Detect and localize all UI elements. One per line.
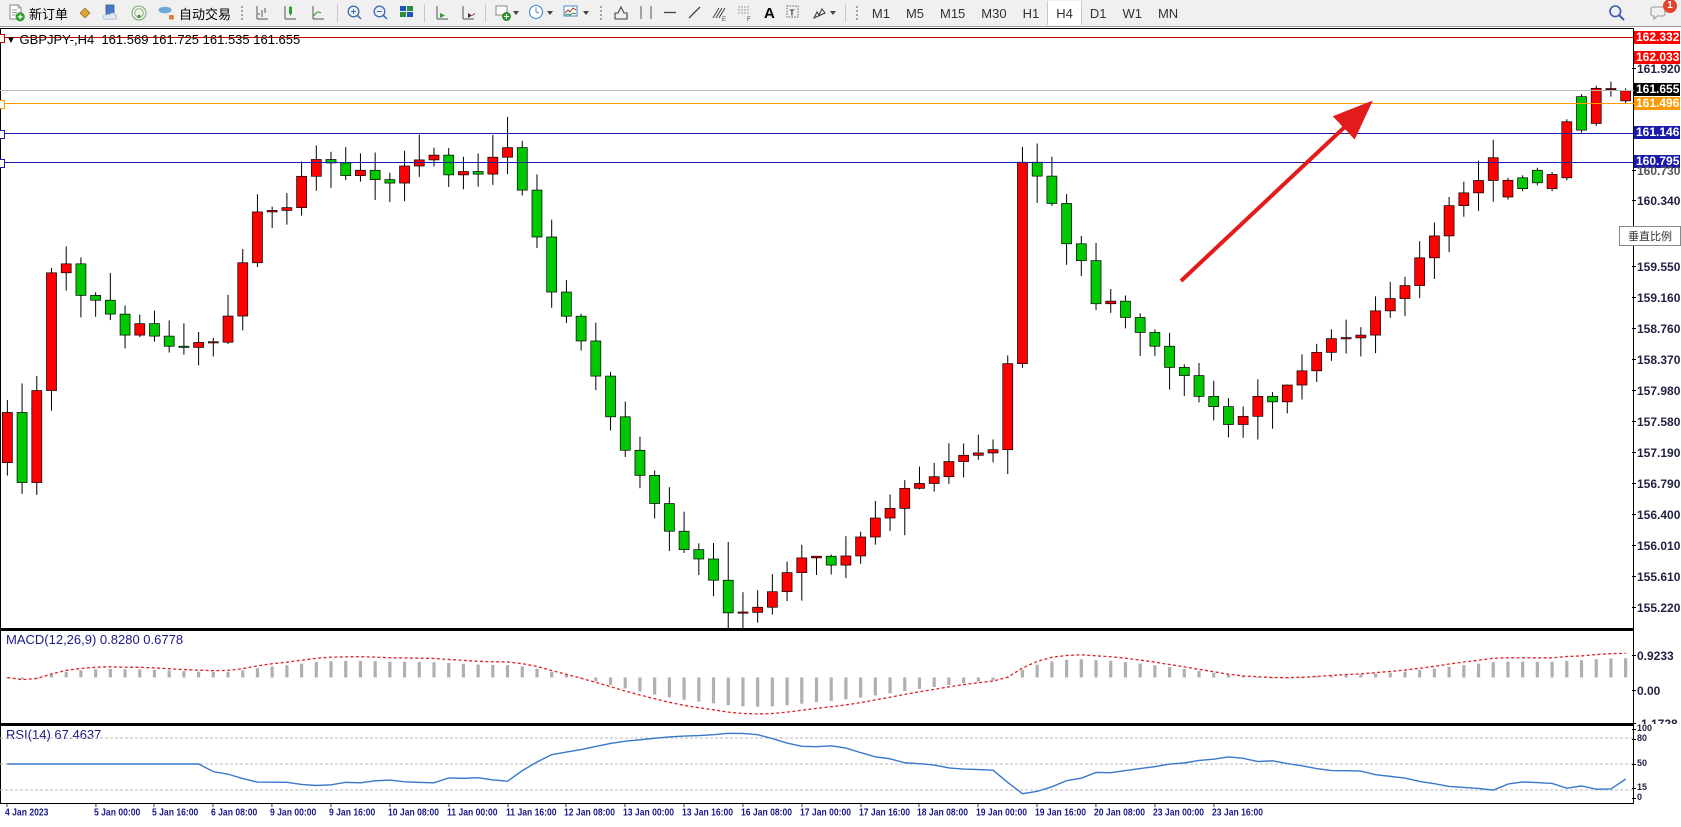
svg-text:T: T bbox=[789, 9, 794, 18]
svg-text:F: F bbox=[747, 17, 751, 22]
svg-text:E: E bbox=[722, 17, 726, 22]
